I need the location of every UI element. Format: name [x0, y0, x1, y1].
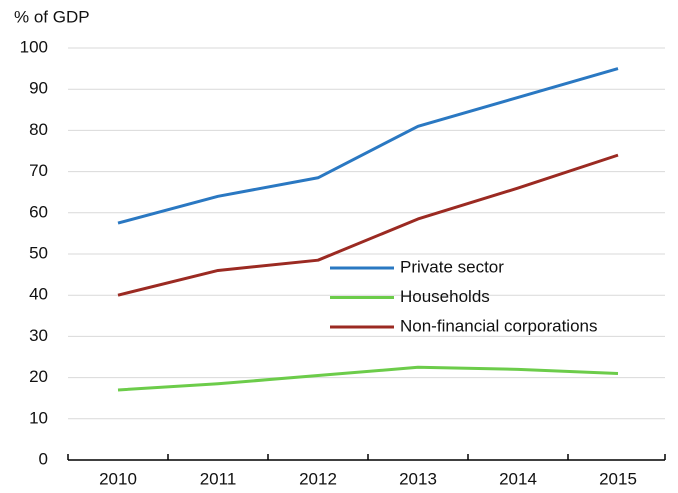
- series-line: [117, 67, 619, 225]
- y-axis-label: % of GDP: [14, 7, 90, 26]
- series-line: [117, 365, 619, 392]
- y-tick-label: 0: [39, 449, 48, 468]
- y-tick-label: 10: [29, 408, 48, 427]
- x-tick-label: 2014: [499, 469, 537, 488]
- y-tick-label: 30: [29, 326, 48, 345]
- x-tick-label: 2015: [599, 469, 637, 488]
- y-tick-label: 60: [29, 202, 48, 221]
- x-tick-label: 2012: [299, 469, 337, 488]
- y-tick-label: 50: [29, 243, 48, 262]
- y-tick-label: 90: [29, 79, 48, 98]
- legend-label: Private sector: [400, 257, 504, 276]
- x-tick-label: 2013: [399, 469, 437, 488]
- y-tick-label: 70: [29, 161, 48, 180]
- y-tick-label: 80: [29, 120, 48, 139]
- legend-label: Non-financial corporations: [400, 316, 598, 335]
- y-tick-label: 100: [20, 37, 48, 56]
- x-tick-label: 2011: [200, 469, 237, 488]
- y-tick-label: 20: [29, 367, 48, 386]
- legend-label: Households: [400, 287, 490, 306]
- x-tick-label: 2010: [99, 469, 137, 488]
- y-tick-label: 40: [29, 285, 48, 304]
- series-line: [117, 153, 619, 297]
